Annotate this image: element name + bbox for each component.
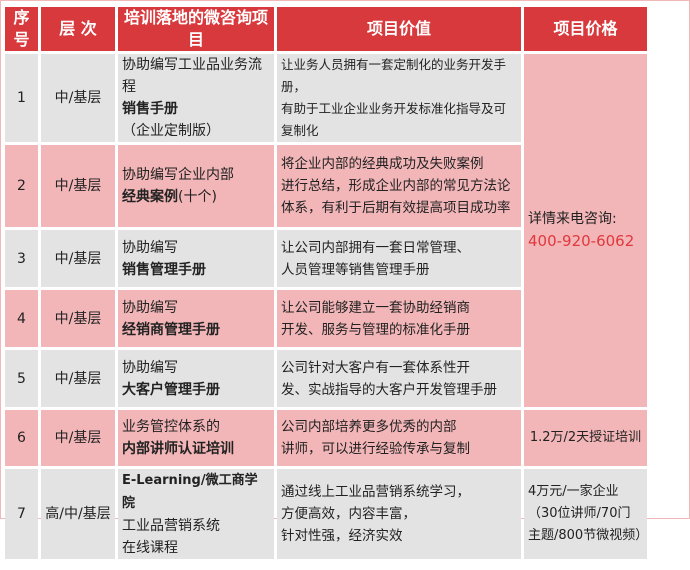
row-level: 中/基层 xyxy=(41,145,115,227)
row-level: 中/基层 xyxy=(41,410,115,466)
price-line: 4万元/一家企业 xyxy=(528,484,619,499)
row-value: 将企业内部的经典成功及失败案例进行总结，形成企业内部的常见方法论 体系，有利于后期… xyxy=(277,145,521,227)
value-line: 发、实战指导的大客户开发管理手册 xyxy=(281,381,497,398)
row-value: 公司内部培养更多优秀的内部 讲师，可以进行经验传承与复制 xyxy=(277,410,521,466)
table-row: 7 高/中/基层 E-Learning/微工商学院工业品营销系统 在线课程 通过线… xyxy=(5,469,649,559)
header-price: 项目价格 xyxy=(524,7,647,51)
value-line: 让公司内部拥有一套日常管理、 xyxy=(281,239,470,256)
table-row: 5 中/基层 协助编写大客户管理手册 公司针对大客户有一套体系性开发、实战指导的… xyxy=(5,350,647,407)
row-project: 业务管控体系的 内部讲师认证培训 xyxy=(118,410,274,466)
header-value: 项目价值 xyxy=(277,7,521,51)
project-plain: 协助编写工业品业务流程 xyxy=(122,57,262,95)
project-bold: 内部讲师认证培训 xyxy=(122,441,234,457)
table-row: 1 中/基层 协助编写工业品业务流程销售手册 （企业定制版） 让业务人员拥有一套定… xyxy=(5,54,647,407)
value-line: 方便高效，内容丰富， xyxy=(281,506,416,522)
row-value: 通过线上工业品营销系统学习， 方便高效，内容丰富， 针对性强，经济实效 xyxy=(277,469,521,559)
project-plain: 协助编写企业内部 xyxy=(122,167,234,183)
row-value: 让公司内部拥有一套日常管理、 人员管理等销售管理手册 xyxy=(277,230,521,287)
value-line: 开发、服务与管理的标准化手册 xyxy=(281,321,470,338)
pricing-table: 序号 层 次 培训落地的微咨询项目 项目价值 项目价格 1 中/基层 协助编写工… xyxy=(2,4,650,562)
project-bold: 经销商管理手册 xyxy=(122,321,220,338)
project-bold: E-Learning/微工商学院 xyxy=(122,473,258,511)
price-line: 主题/800节微视频） xyxy=(528,528,649,543)
project-bold: 经典案例 xyxy=(122,189,178,205)
project-plain: 协助编写 xyxy=(122,359,178,376)
header-level: 层 次 xyxy=(41,7,115,51)
row-no: 3 xyxy=(5,230,38,287)
project-tail: （企业定制版） xyxy=(122,123,220,139)
row-project: 协助编写企业内部 经典案例(十个) xyxy=(118,145,274,227)
merged-price-cell: 详情来电咨询: 400-920-6062 xyxy=(524,54,647,407)
value-line: 公司针对大客户有一套体系性开 xyxy=(281,359,470,376)
price-label: 详情来电咨询: xyxy=(528,211,617,227)
value-line: 让公司能够建立一套协助经销商 xyxy=(281,299,470,316)
value-line: 进行总结，形成企业内部的常见方法论 xyxy=(281,178,511,194)
row-no: 5 xyxy=(5,350,38,407)
value-line: 针对性强，经济实效 xyxy=(281,528,403,544)
project-plain: 协助编写 xyxy=(122,299,178,316)
row-value: 公司针对大客户有一套体系性开发、实战指导的大客户开发管理手册 xyxy=(277,350,521,407)
project-bold: 销售手册 xyxy=(122,101,178,117)
table-row: 2 中/基层 协助编写企业内部 经典案例(十个) 将企业内部的经典成功及失败案例进… xyxy=(5,145,647,227)
row-project: E-Learning/微工商学院工业品营销系统 在线课程 xyxy=(118,469,274,559)
table-row: 4 中/基层 协助编写经销商管理手册 让公司能够建立一套协助经销商 开发、服务与管… xyxy=(5,290,647,347)
header-no: 序号 xyxy=(5,7,38,51)
price-phone: 400-920-6062 xyxy=(528,232,635,250)
value-line: 将企业内部的经典成功及失败案例 xyxy=(281,156,484,172)
project-plain: 协助编写 xyxy=(122,239,178,256)
row-level: 中/基层 xyxy=(41,290,115,347)
table-row: 3 中/基层 协助编写销售管理手册 让公司内部拥有一套日常管理、 人员管理等销售管… xyxy=(5,230,647,287)
value-line: 通过线上工业品营销系统学习， xyxy=(281,484,470,500)
row-project: 协助编写经销商管理手册 xyxy=(118,290,274,347)
header-project: 培训落地的微咨询项目 xyxy=(118,7,274,51)
row-price: 1.2万/2天授证培训 xyxy=(524,410,647,466)
header-row: 序号 层 次 培训落地的微咨询项目 项目价值 项目价格 xyxy=(5,7,647,51)
value-line: 讲师，可以进行经验传承与复制 xyxy=(281,441,470,457)
row-price: 4万元/一家企业 （30位讲师/70门主题/800节微视频） xyxy=(524,469,649,559)
row-no: 4 xyxy=(5,290,38,347)
value-line: 让业务人员拥有一套定制化的业务开发手册， xyxy=(281,57,507,94)
row-value: 让公司能够建立一套协助经销商 开发、服务与管理的标准化手册 xyxy=(277,290,521,347)
row-level: 高/中/基层 xyxy=(41,469,115,559)
row-project: 协助编写工业品业务流程销售手册 （企业定制版） xyxy=(118,54,274,142)
row-level: 中/基层 xyxy=(41,230,115,287)
project-bold: 大客户管理手册 xyxy=(122,381,220,398)
table-row: 6 中/基层 业务管控体系的 内部讲师认证培训 公司内部培养更多优秀的内部 讲师，可… xyxy=(5,410,647,466)
row-project: 协助编写销售管理手册 xyxy=(118,230,274,287)
project-plain: 业务管控体系的 xyxy=(122,419,220,435)
price-line: （30位讲师/70门 xyxy=(528,506,631,521)
row-level: 中/基层 xyxy=(41,54,115,142)
row-no: 6 xyxy=(5,410,38,466)
value-line: 体系，有利于后期有效提高项目成功率 xyxy=(281,200,511,216)
project-line: 工业品营销系统 xyxy=(122,518,220,534)
row-value: 让业务人员拥有一套定制化的业务开发手册， 有助于工业企业业务开发标准化指导及可复制… xyxy=(277,54,521,142)
project-tail: (十个) xyxy=(178,189,217,205)
row-project: 协助编写大客户管理手册 xyxy=(118,350,274,407)
row-no: 1 xyxy=(5,54,38,142)
value-line: 人员管理等销售管理手册 xyxy=(281,261,430,278)
project-bold: 销售管理手册 xyxy=(122,261,206,278)
project-line: 在线课程 xyxy=(122,540,178,556)
row-no: 2 xyxy=(5,145,38,227)
row-level: 中/基层 xyxy=(41,350,115,407)
value-line: 公司内部培养更多优秀的内部 xyxy=(281,419,457,435)
row-no: 7 xyxy=(5,469,38,559)
value-line: 有助于工业企业业务开发标准化指导及可复制化 xyxy=(281,101,507,138)
